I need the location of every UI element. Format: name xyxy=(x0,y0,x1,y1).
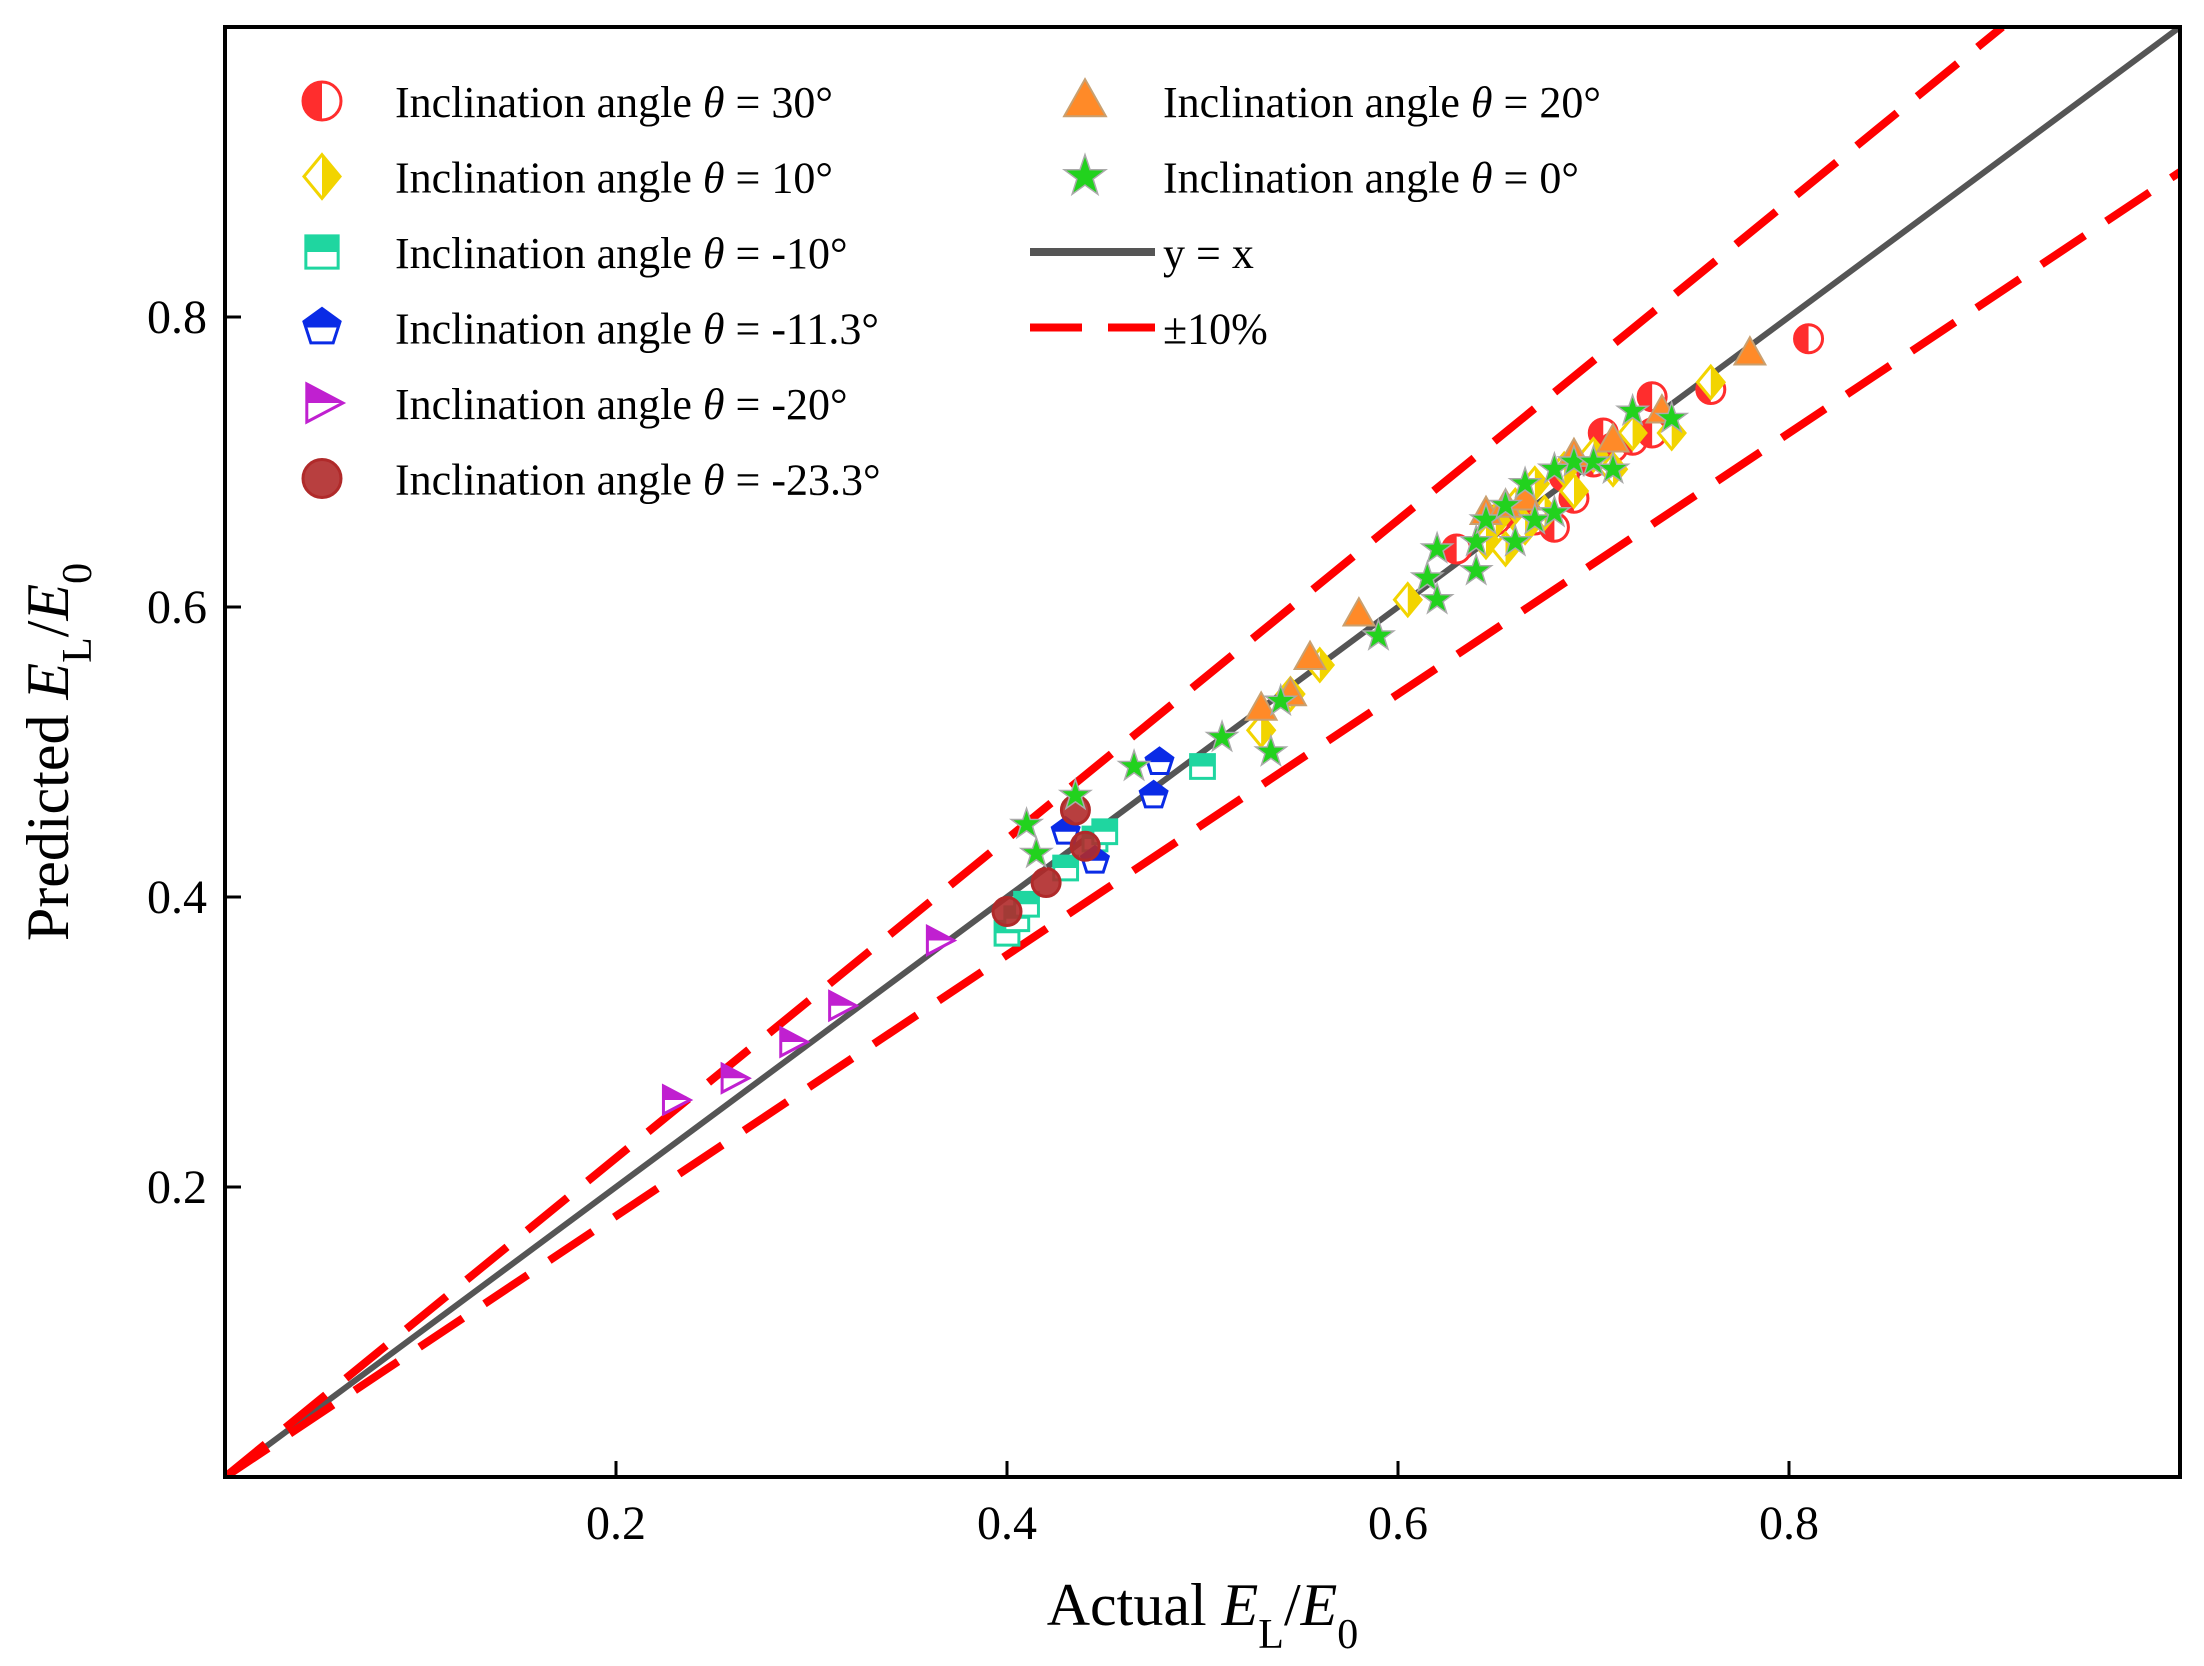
data-point xyxy=(1497,523,1533,557)
data-point xyxy=(779,1025,811,1059)
series-theta=0 xyxy=(1009,392,1690,869)
data-point xyxy=(1595,450,1631,485)
data-point xyxy=(1292,639,1328,670)
legend-item-0: Inclination angle θ = 30° xyxy=(301,78,833,127)
data-point xyxy=(1116,748,1152,782)
legend: Inclination angle θ = 30° Inclination ang… xyxy=(301,77,1601,505)
data-point xyxy=(1392,581,1424,619)
legend-label: Inclination angle θ = 20° xyxy=(1163,78,1601,127)
legend-item-9: ±10% xyxy=(1030,305,1268,354)
legend-label: Inclination angle θ = -20° xyxy=(395,380,848,429)
data-point xyxy=(1341,596,1377,627)
data-point xyxy=(1458,523,1494,557)
data-point xyxy=(1204,719,1240,753)
data-point xyxy=(1793,323,1825,355)
data-point xyxy=(1617,414,1648,452)
data-point xyxy=(991,896,1023,927)
data-point xyxy=(1732,335,1768,366)
data-point xyxy=(1517,501,1553,535)
data-point xyxy=(1057,777,1093,811)
data-point xyxy=(1536,494,1572,528)
data-point xyxy=(1419,530,1455,564)
data-point xyxy=(1487,487,1524,521)
legend-item-6: Inclination angle θ = 20° xyxy=(1062,77,1601,127)
legend-marker xyxy=(304,234,340,270)
legend-label: Inclination angle θ = -10° xyxy=(395,229,848,278)
legend-marker xyxy=(301,80,343,122)
y-tick-label: 0.4 xyxy=(147,871,207,924)
legend-label: Inclination angle θ = 0° xyxy=(1163,154,1579,203)
data-point xyxy=(1189,753,1216,780)
reference-line-1 xyxy=(225,27,2005,1477)
x-tick-label: 0.4 xyxy=(977,1497,1037,1550)
legend-marker xyxy=(301,458,343,499)
plot-frame xyxy=(223,25,2182,1479)
legend-item-4: Inclination angle θ = -20° xyxy=(305,380,848,429)
legend-marker xyxy=(1061,152,1109,197)
data-point xyxy=(1030,867,1062,898)
data-point xyxy=(1536,450,1572,485)
data-point xyxy=(661,1083,694,1117)
legend-label: ±10% xyxy=(1163,305,1268,354)
series-layer xyxy=(661,323,1825,1117)
data-point xyxy=(1458,552,1494,586)
legend-label: Inclination angle θ = 30° xyxy=(395,78,833,127)
data-point xyxy=(1144,746,1175,775)
y-tick-label: 0.6 xyxy=(147,581,207,634)
legend-label: Inclination angle θ = -11.3° xyxy=(395,305,879,354)
data-point xyxy=(1419,581,1455,615)
legend-marker xyxy=(305,381,347,425)
data-point xyxy=(1018,835,1054,869)
y-tick-label: 0.2 xyxy=(147,1161,207,1214)
x-tick-label: 0.2 xyxy=(586,1497,646,1550)
legend-marker xyxy=(1062,77,1108,118)
series-theta=-11.3 xyxy=(1050,746,1175,874)
legend-marker xyxy=(302,306,342,345)
x-axis-title: Actual EL/E0 xyxy=(1047,1572,1359,1658)
data-point xyxy=(1615,392,1651,427)
data-point xyxy=(1558,472,1590,510)
legend-item-8: y = x xyxy=(1030,229,1254,278)
data-point xyxy=(1575,443,1612,477)
legend-item-1: Inclination angle θ = 10° xyxy=(302,152,833,203)
legend-item-7: Inclination angle θ = 0° xyxy=(1061,152,1579,203)
data-point xyxy=(1253,733,1289,767)
series-theta=-20 xyxy=(661,924,958,1117)
data-point xyxy=(720,1061,752,1095)
legend-item-5: Inclination angle θ = -23.3° xyxy=(301,456,881,505)
x-tick-label: 0.8 xyxy=(1759,1497,1819,1550)
reference-lines xyxy=(225,27,2180,1477)
data-point xyxy=(1138,779,1169,809)
y-tick-label: 0.8 xyxy=(147,291,207,344)
legend-label: Inclination angle θ = -23.3° xyxy=(395,456,881,505)
legend-item-2: Inclination angle θ = -10° xyxy=(304,229,848,278)
reference-line-0 xyxy=(225,27,2180,1477)
data-point xyxy=(1409,559,1445,593)
legend-label: Inclination angle θ = 10° xyxy=(395,154,833,203)
data-point xyxy=(1360,617,1396,651)
legend-item-3: Inclination angle θ = -11.3° xyxy=(302,305,879,354)
data-point xyxy=(1009,806,1045,840)
x-tick-label: 0.6 xyxy=(1368,1497,1428,1550)
reference-line-2 xyxy=(225,168,2180,1477)
y-axis-title: Predicted EL/E0 xyxy=(15,563,101,941)
data-point xyxy=(1507,465,1543,499)
data-point xyxy=(1263,682,1299,717)
data-point xyxy=(1654,400,1690,434)
data-point xyxy=(828,989,860,1023)
legend-marker xyxy=(302,152,342,201)
ticks-layer: 0.2 0.4 0.6 0.8 0.2 0.4 0.6 0.8 xyxy=(147,291,1819,1550)
legend-label: y = x xyxy=(1163,229,1254,278)
data-point xyxy=(925,924,958,957)
data-point xyxy=(1069,830,1101,862)
data-point xyxy=(1695,363,1727,401)
data-point xyxy=(1244,690,1279,721)
